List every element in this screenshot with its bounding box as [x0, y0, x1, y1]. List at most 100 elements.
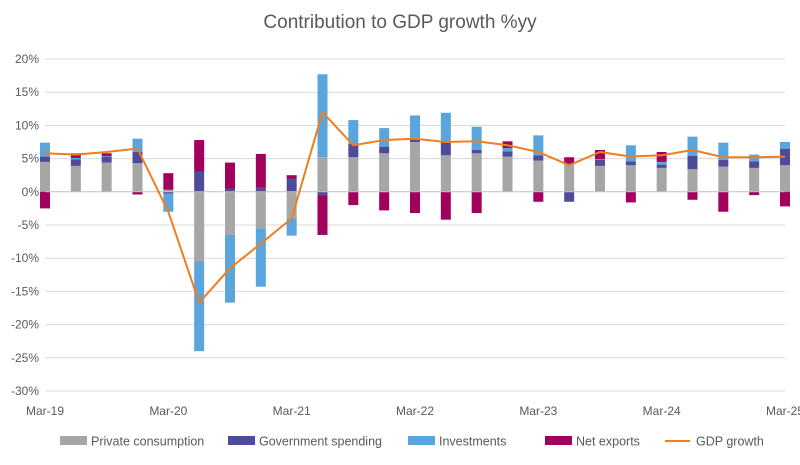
bars — [40, 74, 790, 352]
x-tick-label: Mar-22 — [396, 404, 434, 418]
bar-investments — [101, 155, 112, 157]
bar-net-exports — [132, 191, 143, 195]
bar-government-spending — [70, 159, 81, 166]
bar-government-spending — [533, 155, 544, 161]
bar-investments — [502, 147, 513, 152]
bar-net-exports — [625, 191, 636, 203]
bar-investments — [780, 142, 790, 149]
bar-government-spending — [502, 151, 513, 157]
y-tick-label: -25% — [11, 351, 39, 365]
legend-swatch — [228, 436, 255, 445]
bar-government-spending — [40, 156, 50, 162]
y-tick-label: 15% — [15, 85, 39, 99]
bar-private-consumption — [410, 142, 420, 192]
legend-item: Investments — [408, 435, 506, 449]
bar-private-consumption — [780, 165, 790, 192]
bar-net-exports — [40, 191, 50, 209]
bar-investments — [132, 138, 143, 152]
bar-net-exports — [163, 173, 174, 190]
bar-private-consumption — [286, 191, 297, 219]
bar-investments — [194, 261, 205, 352]
bar-government-spending — [625, 161, 636, 166]
bar-net-exports — [225, 162, 235, 189]
legend-item: Private consumption — [60, 435, 204, 449]
bar-private-consumption — [163, 189, 174, 192]
x-axis-tick-labels: Mar-19 Mar-20 Mar-21 Mar-22 Mar-23 Mar-24 Mar-… — [26, 404, 800, 418]
bar-net-exports — [656, 151, 667, 162]
bar-government-spending — [440, 142, 451, 156]
bar-investments — [471, 126, 482, 150]
bar-government-spending — [132, 151, 143, 164]
bar-private-consumption — [348, 157, 359, 192]
bar-government-spending — [379, 146, 390, 154]
line-gdp-growth — [44, 111, 786, 304]
bar-investments — [255, 228, 266, 287]
x-tick-label: Mar-24 — [643, 404, 681, 418]
bar-net-exports — [533, 191, 544, 202]
bar-private-consumption — [656, 167, 667, 192]
bar-government-spending — [564, 191, 575, 202]
bar-net-exports — [70, 153, 81, 158]
x-tick-label: Mar-19 — [26, 404, 64, 418]
bar-net-exports — [564, 157, 575, 164]
x-tick-label: Mar-25 — [766, 404, 800, 418]
bar-private-consumption — [317, 157, 328, 192]
bar-private-consumption — [502, 156, 513, 192]
bar-private-consumption — [687, 169, 698, 192]
legend-swatch — [408, 436, 435, 445]
bar-private-consumption — [194, 191, 205, 262]
bar-government-spending — [194, 171, 205, 192]
y-tick-label: -30% — [11, 384, 39, 398]
y-tick-label: -5% — [18, 218, 40, 232]
bar-investments — [163, 193, 174, 212]
chart-title: Contribution to GDP growth %yy — [263, 12, 537, 33]
bar-investments — [286, 218, 297, 236]
y-tick-label: -15% — [11, 284, 39, 298]
bar-net-exports — [687, 191, 698, 200]
bar-investments — [410, 115, 420, 139]
bar-government-spending — [348, 143, 359, 158]
legend-label: Private consumption — [91, 435, 204, 449]
bar-private-consumption — [533, 160, 544, 192]
y-tick-label: 10% — [15, 118, 39, 132]
bar-government-spending — [255, 187, 266, 192]
y-tick-label: 5% — [22, 152, 40, 166]
bar-net-exports — [780, 191, 790, 207]
x-tick-label: Mar-23 — [519, 404, 557, 418]
y-tick-label: 20% — [15, 52, 39, 66]
bar-private-consumption — [70, 165, 81, 192]
bar-net-exports — [255, 153, 266, 188]
bar-government-spending — [718, 159, 729, 167]
bar-investments — [40, 142, 50, 157]
legend-swatch — [60, 436, 87, 445]
bar-net-exports — [317, 195, 328, 235]
legend-label: Net exports — [576, 435, 640, 449]
legend-label: GDP growth — [696, 435, 764, 449]
bar-investments — [656, 161, 667, 165]
bar-net-exports — [194, 140, 205, 172]
bar-government-spending — [471, 149, 482, 154]
bar-net-exports — [410, 191, 420, 214]
bar-government-spending — [656, 164, 667, 168]
bar-net-exports — [749, 191, 760, 196]
bar-investments — [687, 136, 698, 156]
bar-private-consumption — [595, 165, 605, 192]
bar-private-consumption — [101, 162, 112, 192]
legend: Private consumption Government spending In… — [60, 435, 764, 449]
bar-net-exports — [718, 191, 729, 212]
bar-government-spending — [286, 178, 297, 192]
bar-private-consumption — [564, 165, 575, 192]
bar-net-exports — [348, 191, 359, 206]
bar-government-spending — [317, 191, 328, 196]
bar-private-consumption — [749, 167, 760, 192]
bar-government-spending — [749, 161, 760, 168]
legend-item: Net exports — [545, 435, 640, 449]
bar-private-consumption — [379, 153, 390, 192]
y-tick-label: -10% — [11, 251, 39, 265]
bar-private-consumption — [625, 165, 636, 192]
bar-net-exports — [440, 191, 451, 220]
bar-private-consumption — [40, 161, 50, 192]
bar-investments — [348, 120, 359, 144]
